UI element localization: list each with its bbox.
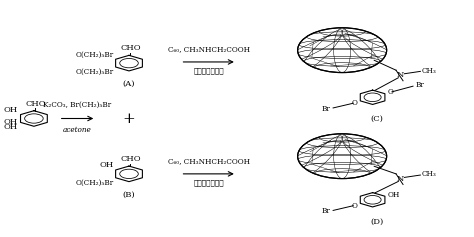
Text: OH: OH — [387, 191, 400, 199]
Text: N: N — [397, 175, 404, 182]
Text: Br: Br — [415, 81, 424, 89]
Text: OH: OH — [4, 106, 18, 114]
Text: O: O — [352, 202, 358, 210]
Text: O(CH₂)₅Br: O(CH₂)₅Br — [76, 50, 114, 59]
Text: CH₃: CH₃ — [422, 170, 437, 178]
Text: Br: Br — [322, 207, 331, 215]
Text: O: O — [387, 88, 393, 96]
Text: O(CH₂)₅Br: O(CH₂)₅Br — [76, 178, 114, 187]
Text: OH: OH — [3, 118, 18, 126]
Text: (A): (A) — [123, 80, 135, 88]
Text: CHO: CHO — [25, 100, 46, 108]
Text: CH₃: CH₃ — [422, 67, 437, 75]
Text: (B): (B) — [123, 191, 135, 199]
Text: CHO: CHO — [120, 155, 141, 163]
Text: C₆₀, CH₃NHCH₂COOH: C₆₀, CH₃NHCH₂COOH — [168, 45, 250, 53]
Text: 甲苯，加热回流: 甲苯，加热回流 — [193, 68, 224, 74]
Text: acetone: acetone — [63, 126, 92, 134]
Text: N: N — [397, 71, 404, 79]
Text: CHO: CHO — [120, 44, 141, 52]
Text: +: + — [123, 111, 136, 126]
Text: 甲苯，加热回流: 甲苯，加热回流 — [193, 180, 224, 186]
Text: (C): (C) — [371, 115, 384, 123]
Text: OH: OH — [100, 161, 114, 169]
Text: C₆₀, CH₃NHCH₂COOH: C₆₀, CH₃NHCH₂COOH — [168, 157, 250, 165]
Text: O: O — [352, 99, 358, 107]
Text: Br: Br — [322, 105, 331, 113]
Text: O(CH₂)₅Br: O(CH₂)₅Br — [76, 68, 114, 76]
Circle shape — [298, 28, 387, 73]
Circle shape — [298, 134, 387, 179]
Text: (D): (D) — [371, 218, 384, 226]
Text: OH: OH — [4, 123, 18, 131]
Text: K₂CO₃, Br(CH₂)₅Br: K₂CO₃, Br(CH₂)₅Br — [44, 101, 111, 109]
